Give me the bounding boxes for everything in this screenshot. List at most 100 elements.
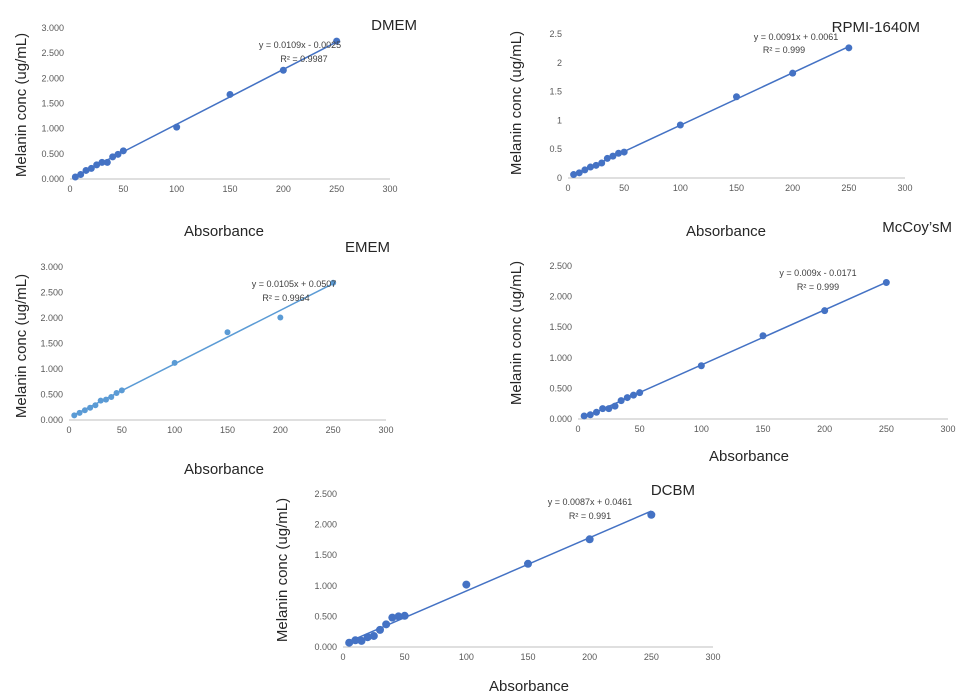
- x-tick-label: 50: [400, 652, 410, 662]
- data-point: [615, 149, 623, 157]
- data-point: [345, 638, 354, 647]
- y-tick-label: 2.000: [41, 73, 64, 83]
- data-point: [581, 166, 589, 174]
- x-tick-label: 300: [940, 424, 955, 434]
- y-tick-label: 0.5: [549, 144, 562, 154]
- x-axis-title: Absorbance: [489, 678, 569, 693]
- y-tick-label: 0.500: [41, 149, 64, 159]
- trendline-equation: y = 0.0091x + 0.0061: [754, 32, 839, 42]
- x-tick-label: 50: [619, 183, 629, 193]
- y-axis-title: Melanin conc (ug/mL): [508, 261, 525, 405]
- trendline: [348, 510, 652, 643]
- data-point: [224, 329, 231, 336]
- x-axis-title: Absorbance: [184, 223, 264, 240]
- trendline-r2: R² = 0.999: [763, 45, 805, 55]
- x-tick-label: 100: [459, 652, 474, 662]
- y-tick-label: 1.000: [549, 353, 572, 363]
- data-point: [630, 391, 637, 399]
- x-tick-label: 0: [575, 424, 580, 434]
- y-tick-label: 2.000: [314, 520, 337, 530]
- x-tick-label: 100: [167, 425, 182, 435]
- data-point: [97, 397, 104, 404]
- chart-title: DCBM: [651, 482, 695, 499]
- x-tick-label: 0: [66, 425, 71, 435]
- data-point: [575, 169, 583, 177]
- data-point: [394, 612, 403, 621]
- data-point: [524, 559, 532, 568]
- y-tick-label: 0.500: [549, 383, 572, 393]
- x-tick-label: 200: [273, 425, 288, 435]
- data-point: [611, 402, 619, 410]
- y-axis-title: Melanin conc (ug/mL): [13, 33, 30, 177]
- y-tick-label: 3.000: [41, 23, 64, 33]
- chart-title: DMEM: [371, 17, 417, 34]
- y-tick-label: 2.500: [41, 48, 64, 58]
- y-tick-label: 1: [557, 115, 562, 125]
- data-point: [593, 408, 600, 416]
- data-point: [585, 535, 594, 544]
- x-tick-label: 300: [705, 652, 720, 662]
- y-tick-label: 1.000: [314, 581, 337, 591]
- y-tick-label: 0.000: [314, 642, 337, 652]
- y-tick-label: 0.000: [40, 415, 63, 425]
- x-tick-label: 200: [817, 424, 832, 434]
- y-tick-label: 0.500: [40, 390, 63, 400]
- y-tick-label: 1.5: [549, 87, 562, 97]
- trendline-r2: R² = 0.9964: [262, 293, 309, 303]
- y-tick-label: 2.000: [549, 292, 572, 302]
- y-axis-title: Melanin conc (ug/mL): [13, 274, 30, 418]
- y-tick-label: 1.500: [40, 339, 63, 349]
- x-tick-label: 250: [841, 183, 856, 193]
- y-tick-label: 0.000: [41, 174, 64, 184]
- data-point: [92, 402, 99, 409]
- data-point: [76, 409, 83, 416]
- data-point: [226, 90, 234, 98]
- x-tick-label: 150: [755, 424, 770, 434]
- data-point: [108, 394, 115, 401]
- data-point: [697, 362, 705, 370]
- data-point: [605, 405, 613, 413]
- x-axis-title: Absorbance: [686, 223, 766, 240]
- data-point: [279, 66, 287, 74]
- x-tick-label: 250: [644, 652, 659, 662]
- data-point: [462, 580, 471, 589]
- chart-rpmi: 0 50 100 150 200 250 300 0 0.5 1 1.5 2 2.5 y = 0.0091…: [508, 19, 920, 240]
- data-point: [586, 163, 594, 171]
- trendline-r2: R² = 0.9987: [280, 54, 327, 64]
- x-tick-label: 100: [673, 183, 688, 193]
- data-point: [71, 173, 79, 181]
- chart-title: EMEM: [345, 239, 390, 256]
- x-tick-label: 150: [520, 652, 535, 662]
- chart-dcbm: 0 50 100 150 200 250 300 0.000 0.500 1.000 1.500 2.…: [274, 482, 721, 693]
- x-tick-label: 0: [565, 183, 570, 193]
- y-axis-title: Melanin conc (ug/mL): [508, 31, 525, 175]
- data-point: [87, 164, 95, 172]
- data-point: [376, 625, 384, 634]
- chart-dmem: 0 50 100 150 200 250 300 0.000 0.500 1.000 1.500 2.…: [13, 17, 417, 240]
- x-tick-label: 250: [326, 425, 341, 435]
- data-point: [647, 510, 656, 519]
- data-point: [382, 620, 391, 629]
- data-point: [882, 279, 890, 287]
- data-point: [333, 37, 341, 45]
- x-tick-label: 100: [694, 424, 709, 434]
- x-tick-label: 200: [276, 184, 291, 194]
- data-point: [580, 412, 588, 420]
- x-tick-label: 0: [340, 652, 345, 662]
- x-tick-label: 50: [117, 425, 127, 435]
- data-point: [71, 412, 78, 419]
- data-point: [357, 636, 366, 645]
- chart-emem: 0 50 100 150 200 250 300 0.000 0.500 1.000 1.500 2.…: [13, 239, 394, 478]
- x-tick-label: 50: [118, 184, 128, 194]
- data-point: [87, 404, 94, 411]
- data-point: [118, 387, 125, 394]
- data-point: [636, 389, 644, 397]
- data-point: [102, 396, 109, 403]
- y-tick-label: 0.000: [549, 414, 572, 424]
- data-point: [759, 332, 767, 340]
- chart-mccoy: 0 50 100 150 200 250 300 0.000 0.500 1.000 1.500 2.…: [508, 219, 956, 465]
- y-tick-label: 1.500: [314, 550, 337, 560]
- data-point: [733, 93, 740, 101]
- y-tick-label: 2.500: [314, 489, 337, 499]
